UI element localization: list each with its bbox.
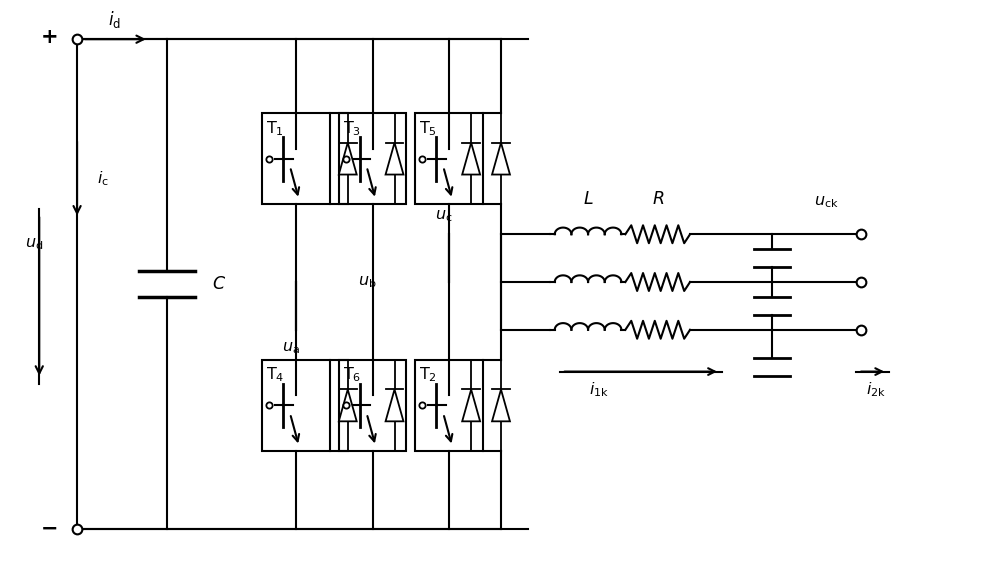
Bar	[339, 360, 406, 451]
Text: $R$: $R$	[652, 191, 664, 208]
Polygon shape	[492, 390, 510, 421]
Text: $u_{\rm b}$: $u_{\rm b}$	[358, 274, 377, 290]
Text: $u_{\rm d}$: $u_{\rm d}$	[25, 236, 43, 252]
Polygon shape	[462, 143, 480, 174]
Text: $u_{\rm c}$: $u_{\rm c}$	[435, 208, 453, 224]
Polygon shape	[386, 143, 403, 174]
Text: $u_{\rm ck}$: $u_{\rm ck}$	[814, 195, 839, 210]
Polygon shape	[339, 390, 357, 421]
Bar	[415, 360, 483, 451]
Text: $\mathrm{T}_{3}$: $\mathrm{T}_{3}$	[343, 119, 361, 137]
Polygon shape	[339, 143, 357, 174]
Text: $u_{\rm a}$: $u_{\rm a}$	[282, 340, 300, 356]
Text: $i_{\rm 2k}$: $i_{\rm 2k}$	[866, 380, 886, 399]
Bar	[262, 360, 330, 451]
Polygon shape	[492, 143, 510, 174]
Text: +: +	[40, 27, 58, 47]
Text: $\mathrm{T}_{5}$: $\mathrm{T}_{5}$	[419, 119, 437, 137]
Text: $i_{\rm c}$: $i_{\rm c}$	[97, 169, 109, 188]
Text: $i_{\rm 1k}$: $i_{\rm 1k}$	[589, 380, 610, 399]
Polygon shape	[462, 390, 480, 421]
Bar	[339, 113, 406, 204]
Text: $\mathrm{T}_{4}$: $\mathrm{T}_{4}$	[266, 366, 285, 385]
Text: $i_{\rm d}$: $i_{\rm d}$	[108, 9, 121, 30]
Text: $C$: $C$	[212, 275, 226, 293]
Text: $\mathrm{T}_{1}$: $\mathrm{T}_{1}$	[266, 119, 284, 137]
Text: $L$: $L$	[583, 191, 593, 208]
Text: $\mathrm{T}_{6}$: $\mathrm{T}_{6}$	[343, 366, 361, 385]
Bar	[262, 113, 330, 204]
Text: $\mathrm{T}_{2}$: $\mathrm{T}_{2}$	[419, 366, 437, 385]
Text: −: −	[40, 519, 58, 539]
Polygon shape	[386, 390, 403, 421]
Bar	[415, 113, 483, 204]
